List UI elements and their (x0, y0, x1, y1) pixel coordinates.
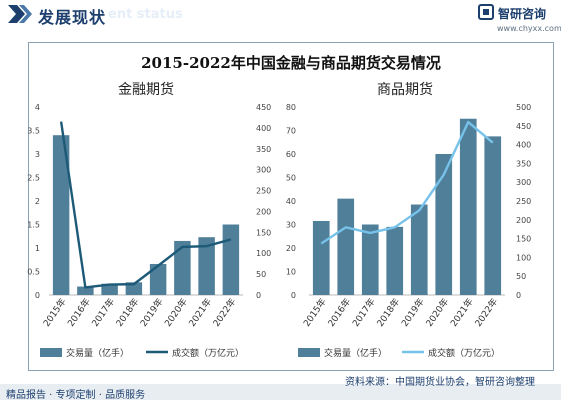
right-volume-bar (337, 198, 355, 295)
left-volume-bar (52, 135, 70, 295)
right-legend-line-label: 成交额（万亿元） (428, 347, 500, 359)
right-y-left-tick: 50 (286, 174, 296, 183)
right-y-left-tick: 80 (286, 103, 296, 112)
right-x-tick-label: 2018年 (374, 296, 402, 329)
left-legend-bar-label: 交易量（亿手） (66, 347, 129, 359)
left-legend-line-label: 成交额（万亿元） (172, 347, 244, 359)
right-x-tick-label: 2017年 (350, 296, 378, 329)
left-y-right-tick: 150 (256, 228, 271, 237)
left-y-left-tick: 4 (35, 103, 40, 112)
left-y-left-tick: 2.5 (27, 174, 40, 183)
left-y-right-tick: 400 (256, 124, 271, 133)
left-x-tick-label: 2018年 (113, 296, 141, 329)
left-y-left-tick: 1 (35, 244, 40, 253)
right-volume-bar (312, 220, 330, 295)
left-y-right-tick: 300 (256, 166, 271, 175)
left-y-right-tick: 100 (256, 249, 271, 258)
right-y-left-tick: 40 (286, 197, 296, 206)
left-y-right-tick: 450 (256, 103, 271, 112)
left-y-left-tick: 0.5 (27, 268, 40, 277)
left-chart-title: 金融期货 (118, 82, 174, 98)
left-y-left-tick: 3.5 (27, 127, 40, 136)
left-x-tick-label: 2021年 (186, 296, 214, 329)
left-x-tick-label: 2017年 (89, 296, 117, 329)
right-y-right-tick: 350 (516, 159, 531, 168)
left-x-tick-label: 2020年 (162, 296, 190, 329)
left-volume-bar (149, 263, 167, 295)
right-chart-title: 商品期货 (377, 82, 433, 98)
logo-url: www.chyxx.com (497, 24, 561, 33)
logo-icon (478, 4, 494, 20)
left-volume-bar (198, 237, 215, 295)
left-y-right-tick: 350 (256, 145, 271, 154)
right-y-left-tick: 0 (291, 291, 296, 300)
section-title: 发展现状 (38, 8, 107, 27)
right-volume-bar (484, 136, 502, 295)
right-volume-bar (386, 226, 404, 295)
left-x-tick-label: 2016年 (65, 296, 93, 329)
header-watermark-text: ent status (108, 7, 183, 22)
left-legend-bar-swatch (40, 348, 62, 357)
right-legend-bar-swatch (298, 348, 320, 357)
right-y-right-tick: 400 (516, 141, 531, 150)
right-volume-bar (459, 118, 477, 295)
left-y-left-tick: 0 (35, 291, 40, 300)
right-x-tick-label: 2021年 (448, 296, 476, 329)
left-volume-bar (77, 286, 94, 295)
right-y-right-tick: 300 (516, 178, 531, 187)
right-y-left-tick: 70 (286, 127, 296, 136)
right-y-right-tick: 150 (516, 235, 531, 244)
left-x-tick-label: 2015年 (40, 296, 68, 329)
left-y-right-tick: 250 (256, 187, 271, 196)
right-y-right-tick: 0 (516, 291, 521, 300)
left-x-tick-label: 2019年 (137, 296, 165, 329)
left-y-right-tick: 200 (256, 207, 271, 216)
right-x-tick-label: 2019年 (399, 296, 427, 329)
left-y-left-tick: 3 (35, 150, 40, 159)
right-y-left-tick: 10 (286, 268, 296, 277)
left-volume-bar (222, 224, 240, 295)
right-y-right-tick: 50 (516, 272, 526, 281)
left-y-right-tick: 0 (256, 291, 261, 300)
footer-bar (0, 384, 561, 400)
right-volume-bar (361, 224, 379, 295)
left-volume-bar (125, 282, 143, 295)
left-volume-bar (174, 240, 191, 295)
right-y-right-tick: 450 (516, 122, 531, 131)
left-volume-bar (101, 283, 118, 295)
right-y-right-tick: 200 (516, 216, 531, 225)
left-turnover-line (59, 121, 232, 289)
right-volume-bar (410, 204, 428, 295)
right-volume-bar (435, 154, 453, 295)
left-y-left-tick: 2 (35, 197, 40, 206)
right-y-left-tick: 30 (286, 221, 296, 230)
right-y-right-tick: 500 (516, 103, 531, 112)
right-y-left-tick: 20 (286, 244, 296, 253)
right-y-right-tick: 250 (516, 197, 531, 206)
chart-main-title: 2015-2022年中国金融与商品期货交易情况 (141, 54, 441, 72)
right-y-right-tick: 100 (516, 253, 531, 262)
left-x-tick-label: 2022年 (210, 296, 238, 329)
right-legend-bar-label: 交易量（亿手） (324, 347, 387, 359)
right-x-tick-label: 2022年 (472, 296, 500, 329)
left-y-right-tick: 50 (256, 270, 266, 279)
header-chevron-icon (8, 5, 32, 23)
logo-name: 智研咨询 (498, 7, 547, 21)
data-source: 资料来源：中国期货业协会，智研咨询整理 (345, 377, 535, 388)
right-y-left-tick: 60 (286, 150, 296, 159)
right-x-tick-label: 2020年 (423, 296, 451, 329)
right-turnover-line (320, 120, 494, 245)
footer-tagline: 精品报告 · 专项定制 · 品质服务 (6, 390, 146, 400)
left-y-left-tick: 1.5 (27, 221, 40, 230)
right-x-tick-label: 2015年 (301, 296, 329, 329)
right-x-tick-label: 2016年 (325, 296, 353, 329)
